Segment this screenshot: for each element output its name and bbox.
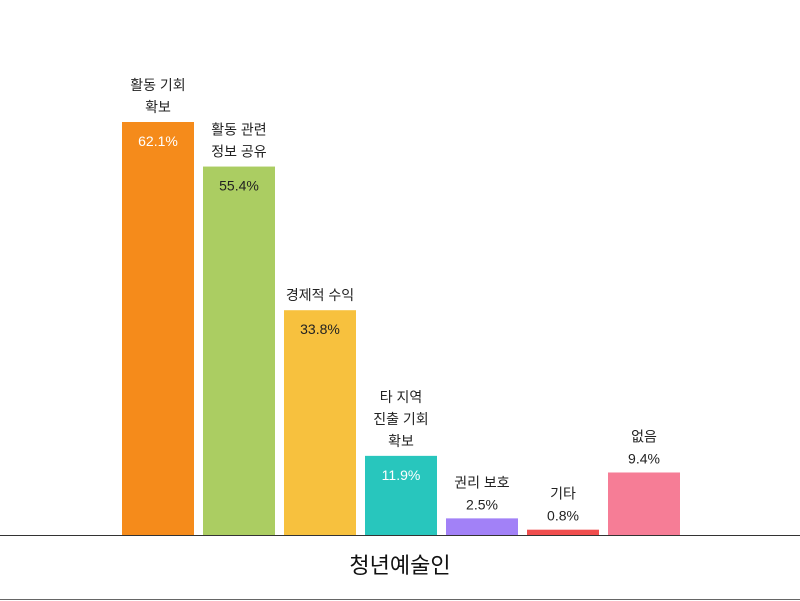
- category-label: 활동 관련: [211, 122, 266, 138]
- bar: [122, 122, 194, 535]
- category-label: 확보: [145, 99, 171, 115]
- category-label: 정보 공유: [211, 144, 267, 160]
- category-label: 진출 기회: [373, 411, 428, 427]
- category-label: 활동 기회: [130, 77, 185, 93]
- bar: [203, 166, 275, 535]
- value-label: 62.1%: [138, 133, 178, 149]
- bar: [527, 529, 599, 535]
- category-label: 없음: [631, 428, 657, 444]
- bar: [608, 472, 680, 535]
- category-label: 타 지역: [380, 389, 423, 405]
- value-label: 2.5%: [466, 496, 498, 512]
- bar: [284, 310, 356, 535]
- value-label: 9.4%: [628, 450, 660, 466]
- category-label: 확보: [388, 433, 414, 449]
- value-label: 0.8%: [547, 508, 579, 524]
- value-label: 11.9%: [382, 467, 421, 483]
- category-label: 권리 보호: [454, 474, 510, 490]
- category-label: 기타: [550, 486, 576, 502]
- category-label: 경제적 수익: [286, 287, 354, 303]
- x-axis-label: 청년예술인: [349, 553, 450, 578]
- value-label: 33.8%: [300, 321, 340, 337]
- value-label: 55.4%: [219, 178, 259, 194]
- bar: [446, 518, 518, 535]
- bar: [365, 455, 437, 535]
